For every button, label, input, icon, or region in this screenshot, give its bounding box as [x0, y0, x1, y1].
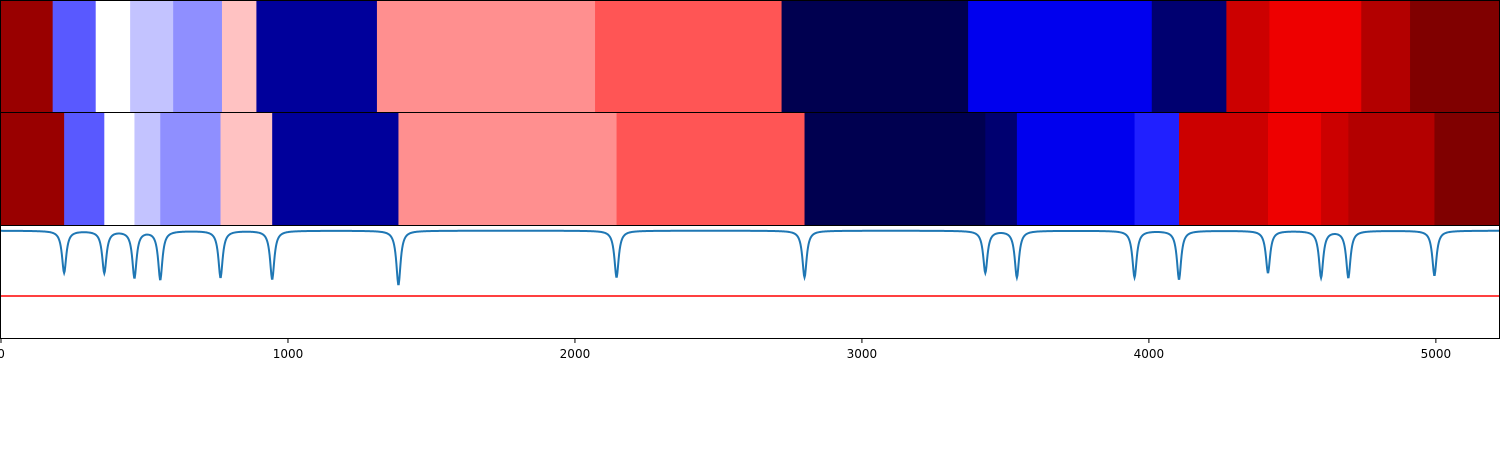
- heatmap-row-top: [1, 1, 1500, 112]
- heatmap-cell-1-1: [64, 113, 105, 225]
- heatmap-cell-1-17: [1434, 113, 1500, 225]
- x-axis: 0 1000 2000 3000 4000 5000: [0, 338, 1451, 361]
- x-tick-label-1000: 1000: [273, 347, 304, 361]
- heatmap-cell-1-7: [398, 113, 618, 225]
- heatmap-cell-1-11: [1016, 113, 1136, 225]
- heatmap-cell-0-9: [781, 1, 969, 112]
- x-tick-label-4000: 4000: [1134, 347, 1165, 361]
- heatmap-cell-1-0: [1, 113, 65, 225]
- x-tick-label-3000: 3000: [847, 347, 878, 361]
- heatmap-row-bottom: [1, 113, 1500, 225]
- heatmap-cell-0-3: [130, 1, 174, 112]
- heatmap-cell-0-5: [221, 1, 258, 112]
- heatmap-cell-0-1: [52, 1, 97, 112]
- heatmap-cell-0-13: [1269, 1, 1362, 112]
- heatmap-cell-1-10: [985, 113, 1018, 225]
- heatmap-cell-1-9: [804, 113, 986, 225]
- x-tick-label-5000: 5000: [1421, 347, 1452, 361]
- heatmap-cell-1-15: [1321, 113, 1349, 225]
- heatmap-cell-1-12: [1134, 113, 1180, 225]
- heatmap-cell-1-4: [160, 113, 222, 225]
- heatmap-cell-1-5: [220, 113, 273, 225]
- x-tick-label-2000: 2000: [560, 347, 591, 361]
- heatmap-cell-0-0: [1, 1, 54, 112]
- heatmap-cell-1-6: [272, 113, 400, 225]
- heatmap-cell-0-14: [1361, 1, 1411, 112]
- heatmap-cell-1-14: [1267, 113, 1322, 225]
- heatmap-cell-0-12: [1226, 1, 1271, 112]
- heatmap-cell-1-3: [134, 113, 161, 225]
- heatmap-cell-0-8: [595, 1, 783, 112]
- heatmap-cell-0-4: [173, 1, 223, 112]
- x-tick-label-0: 0: [0, 347, 5, 361]
- heatmap-cell-0-6: [256, 1, 378, 112]
- heatmap-cell-0-10: [968, 1, 1153, 112]
- heatmap-cell-0-11: [1151, 1, 1227, 112]
- heatmap-cell-0-15: [1410, 1, 1500, 112]
- heatmap-cell-0-2: [95, 1, 131, 112]
- heatmap-cell-0-7: [376, 1, 596, 112]
- signal-panel: [1, 229, 1499, 297]
- heatmap-cell-1-2: [104, 113, 136, 225]
- signal-line: [1, 229, 1499, 286]
- heatmap-cell-1-8: [616, 113, 806, 225]
- heatmap-cell-1-13: [1179, 113, 1269, 225]
- heatmap-cell-1-16: [1348, 113, 1436, 225]
